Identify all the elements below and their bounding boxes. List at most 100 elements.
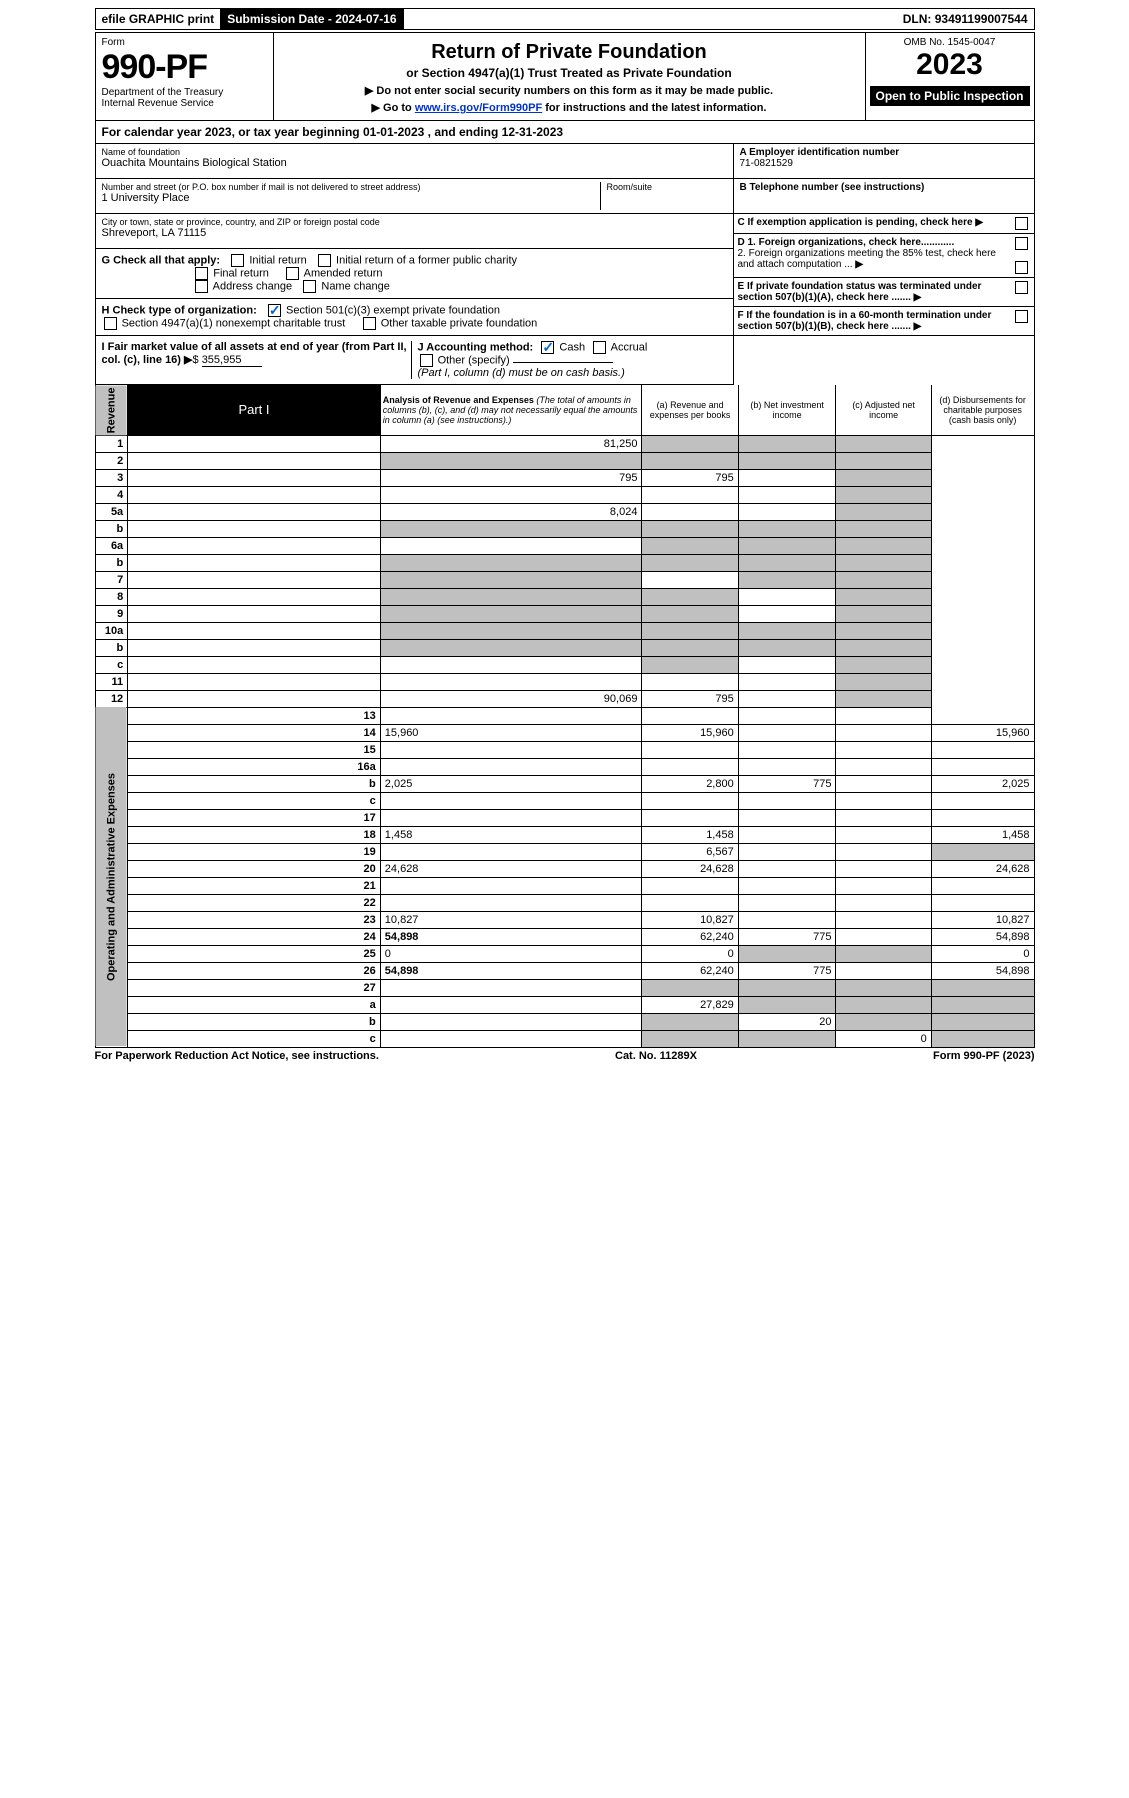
foundation-name: Ouachita Mountains Biological Station [102,157,727,169]
check-c[interactable] [1015,217,1028,230]
check-name-change[interactable] [303,280,316,293]
form-word: Form [102,37,267,48]
table-row: 6a [95,537,1034,554]
form-header: Form 990-PF Department of the Treasury I… [95,32,1035,121]
omb: OMB No. 1545-0047 [870,37,1030,48]
line-number: c [128,792,381,809]
amount-col-c [836,809,931,826]
irs-link[interactable]: www.irs.gov/Form990PF [415,102,542,114]
check-501c3[interactable] [268,304,281,317]
amount-col-d [836,486,931,503]
h-row: H Check type of organization: Section 50… [96,299,733,336]
amount-col-a [642,1013,738,1030]
j-label: J Accounting method: [418,341,534,353]
amount-col-d [836,588,931,605]
line-number: a [128,996,381,1013]
line-number: 2 [95,452,128,469]
table-row: 10a [95,622,1034,639]
amount-col-a: 24,628 [642,860,738,877]
amount-col-b [642,452,738,469]
table-row: a27,829 [95,996,1034,1013]
line-desc: 10,827 [380,911,642,928]
amount-col-d [836,435,931,452]
table-row: 181,4581,4581,458 [95,826,1034,843]
line-number: b [95,520,128,537]
check-f[interactable] [1015,310,1028,323]
check-initial[interactable] [231,254,244,267]
amount-col-c [738,554,836,571]
check-amended[interactable] [286,267,299,280]
amount-col-a [380,639,642,656]
amount-col-d: 54,898 [931,928,1034,945]
amount-col-b [738,860,836,877]
part1-table: Revenue Part I Analysis of Revenue and E… [95,385,1035,1048]
d2-label: 2. Foreign organizations meeting the 85%… [738,248,996,270]
amount-col-c [738,435,836,452]
line-number: 25 [128,945,381,962]
table-row: 2024,62824,62824,628 [95,860,1034,877]
addr-label: Number and street (or P.O. box number if… [102,182,600,192]
amount-col-c [738,588,836,605]
line-desc [128,656,381,673]
amount-col-d [836,639,931,656]
check-d1[interactable] [1015,237,1028,250]
amount-col-d [931,809,1034,826]
check-cash[interactable] [541,341,554,354]
amount-col-d [931,792,1034,809]
table-row: 7 [95,571,1034,588]
check-other-taxable[interactable] [363,317,376,330]
line-desc [128,452,381,469]
check-other-method[interactable] [420,354,433,367]
line-number: 27 [128,979,381,996]
col-b: (b) Net investment income [738,385,836,435]
room-label: Room/suite [607,182,727,192]
check-addr-change[interactable] [195,280,208,293]
amount-col-a: 62,240 [642,962,738,979]
amount-col-a [642,809,738,826]
line-number: 18 [128,826,381,843]
amount-col-c [738,469,836,486]
amount-col-d: 24,628 [931,860,1034,877]
amount-col-b [738,877,836,894]
info-right: A Employer identification number 71-0821… [733,144,1034,385]
amount-col-d [931,1030,1034,1047]
check-d2[interactable] [1015,261,1028,274]
table-row: 15 [95,741,1034,758]
table-row: b [95,639,1034,656]
table-row: 25000 [95,945,1034,962]
table-row: 5a8,024 [95,503,1034,520]
table-row: 181,250 [95,435,1034,452]
amount-col-b [642,673,738,690]
header-right: OMB No. 1545-0047 2023 Open to Public In… [866,33,1034,120]
line-desc [380,996,642,1013]
line-desc [128,486,381,503]
line-number: 4 [95,486,128,503]
line-number: 11 [95,673,128,690]
line-number: 6a [95,537,128,554]
calendar-year: For calendar year 2023, or tax year begi… [95,121,1035,144]
city-label: City or town, state or province, country… [102,217,727,227]
amount-col-a [380,520,642,537]
part1-label: Part I [128,385,381,435]
tax-year: 2023 [870,48,1030,82]
check-4947[interactable] [104,317,117,330]
amount-col-d: 1,458 [931,826,1034,843]
check-final[interactable] [195,267,208,280]
table-row: c0 [95,1030,1034,1047]
amount-col-a [642,1030,738,1047]
amount-col-a: 10,827 [642,911,738,928]
amount-col-a [380,486,642,503]
check-accrual[interactable] [593,341,606,354]
check-e[interactable] [1015,281,1028,294]
table-row: b2,0252,8007752,025 [95,775,1034,792]
amount-col-a [642,894,738,911]
amount-col-d [836,690,931,707]
amount-col-c [836,979,931,996]
amount-col-d [931,843,1034,860]
amount-col-b [642,571,738,588]
check-initial-former[interactable] [318,254,331,267]
amount-col-c [836,928,931,945]
line-desc [128,639,381,656]
line-desc [380,1030,642,1047]
amount-col-d [836,622,931,639]
